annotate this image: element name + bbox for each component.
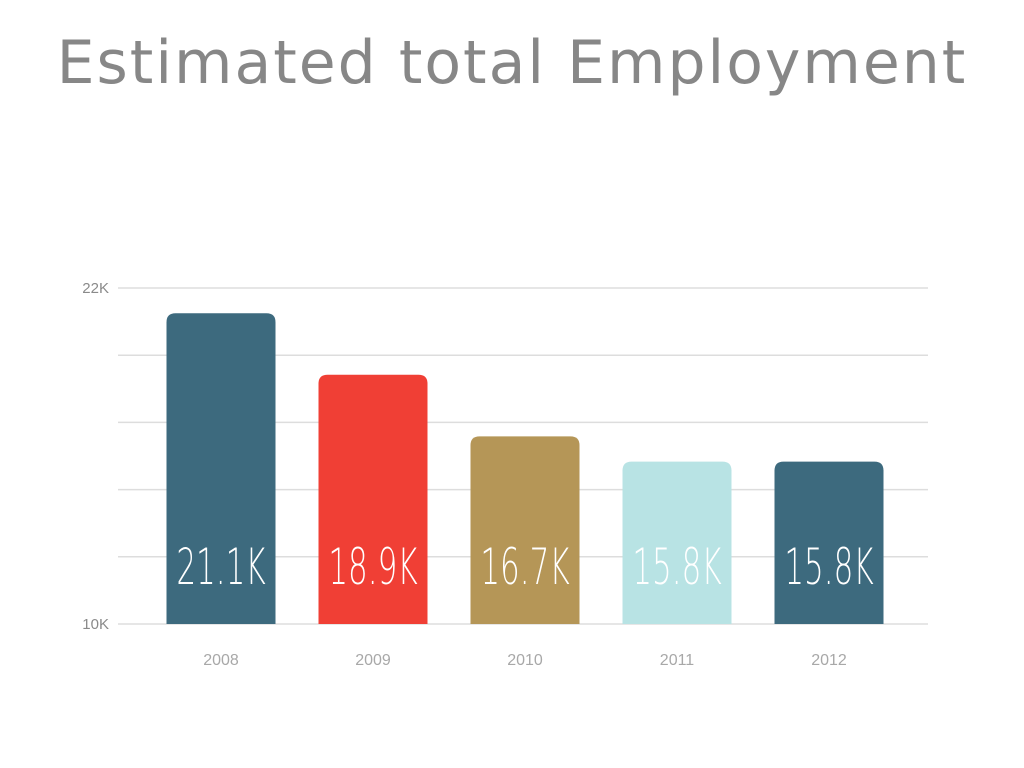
bar-2010 bbox=[470, 436, 580, 624]
x-tick-label: 2012 bbox=[811, 652, 847, 669]
bar-2011 bbox=[622, 461, 732, 624]
x-tick-label: 2010 bbox=[507, 652, 543, 669]
data-label: 15.8K bbox=[784, 537, 873, 596]
chart-title: Estimated total Employment bbox=[56, 28, 968, 98]
y-tick-label: 10K bbox=[82, 616, 109, 633]
x-tick-label: 2011 bbox=[660, 652, 695, 669]
data-label: 21.1K bbox=[176, 537, 265, 596]
bar-2009 bbox=[318, 374, 428, 624]
x-tick-label: 2009 bbox=[355, 652, 391, 669]
bar-2008 bbox=[166, 313, 276, 624]
data-label: 15.8K bbox=[632, 537, 721, 596]
data-label: 18.9K bbox=[328, 537, 417, 596]
y-tick-label: 22K bbox=[82, 280, 109, 297]
data-label: 16.7K bbox=[480, 537, 569, 596]
x-tick-label: 2008 bbox=[203, 652, 239, 669]
bar-2012 bbox=[774, 461, 884, 624]
